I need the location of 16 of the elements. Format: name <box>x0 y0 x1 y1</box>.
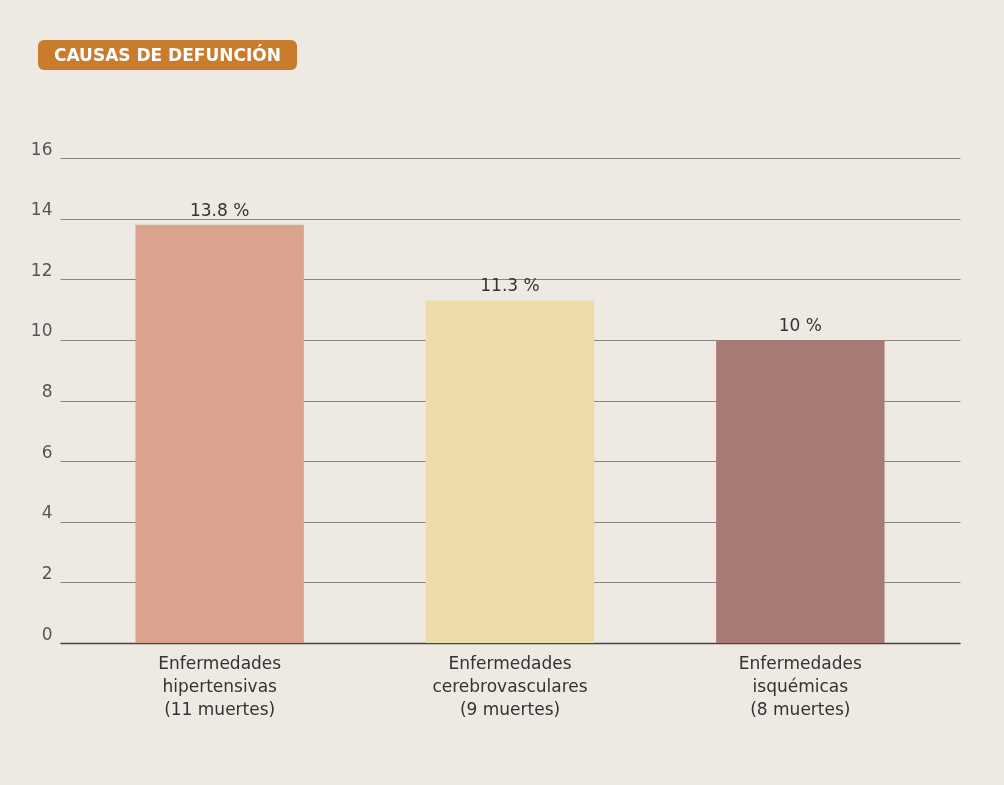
y-tick-label: 16 <box>30 138 53 159</box>
y-tick-label: 4 <box>41 502 53 523</box>
chart-title: CAUSAS DE DEFUNCIÓN <box>38 40 297 70</box>
x-tick-label: Enfermedades hipertensivas (11 muertes) <box>158 652 282 719</box>
y-tick-label: 6 <box>41 441 53 462</box>
data-label: 13.8 % <box>189 199 250 220</box>
y-tick-label: 8 <box>41 381 53 401</box>
data-label: 11.3 % <box>480 275 540 296</box>
y-tick-label: 12 <box>30 259 53 280</box>
data-label: 10 % <box>778 314 822 335</box>
y-tick-label: 0 <box>41 623 53 644</box>
y-tick-label: 14 <box>30 199 53 220</box>
x-tick-label: Enfermedades isquémicas (8 muertes) <box>738 652 862 719</box>
y-tick-label: 10 <box>30 320 53 341</box>
x-tick-label: Enfermedades cerebrovasculares (9 muertes) <box>432 652 588 719</box>
y-tick-label: 2 <box>41 562 53 583</box>
